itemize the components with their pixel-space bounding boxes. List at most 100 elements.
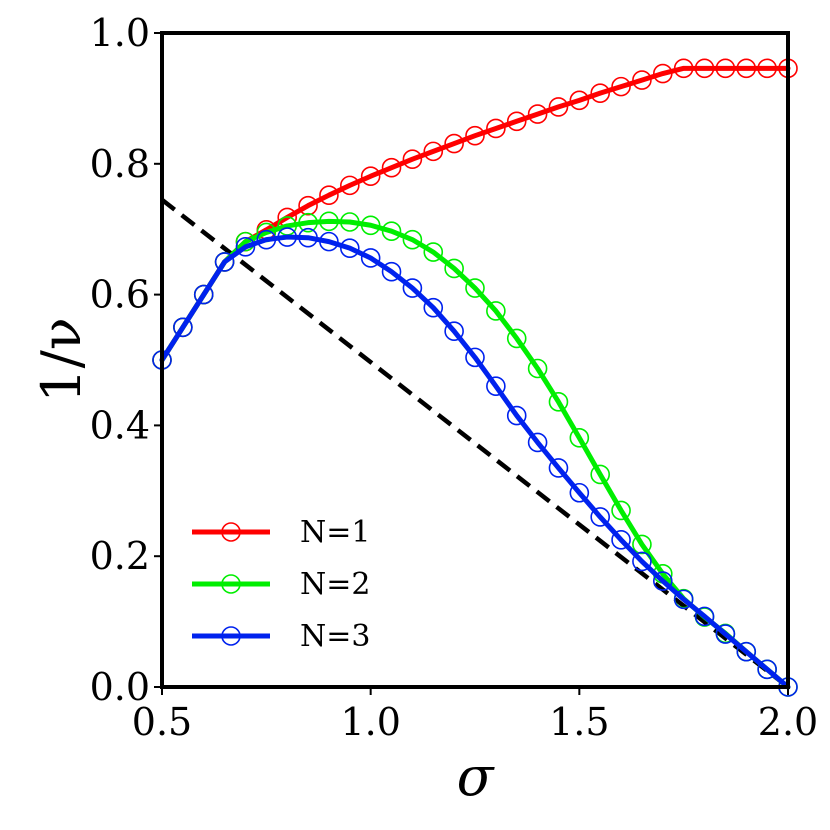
data-point: [360, 166, 381, 187]
x-tick-label: 1.5: [549, 700, 609, 744]
data-point: [402, 278, 423, 298]
legend-item: N=2: [192, 567, 370, 602]
y-tick-label: 0.8: [90, 142, 150, 186]
series-n1: [152, 58, 798, 370]
data-point: [569, 428, 590, 448]
data-point: [715, 58, 736, 79]
x-tick-label: 1.0: [340, 700, 400, 744]
legend-label: N=1: [300, 515, 370, 550]
data-point: [652, 571, 673, 591]
data-point: [381, 221, 402, 241]
x-tick-label: 2.0: [758, 700, 818, 744]
data-point: [548, 458, 569, 478]
data-point: [402, 149, 423, 170]
series-n3: [152, 227, 798, 697]
legend-marker: [221, 574, 241, 594]
data-point: [444, 321, 464, 342]
data-point: [423, 242, 444, 262]
data-point: [298, 212, 318, 233]
legend: N=1 N=2 N=3: [192, 515, 370, 654]
legend-marker: [221, 626, 241, 646]
y-tick-label: 0.0: [90, 665, 150, 709]
data-point: [652, 63, 673, 84]
series-line: [159, 218, 791, 690]
data-point: [298, 227, 318, 248]
data-point: [402, 229, 423, 250]
data-point: [736, 58, 757, 79]
data-point: [381, 157, 402, 178]
data-point: [193, 284, 214, 305]
legend-label: N=3: [300, 619, 370, 654]
data-point: [173, 317, 193, 338]
data-point: [319, 231, 339, 252]
data-point: [590, 83, 611, 103]
data-point: [673, 589, 694, 610]
data-point: [298, 195, 318, 216]
series-line: [159, 234, 791, 690]
data-point: [277, 227, 298, 247]
data-point: [632, 534, 652, 555]
series-line: [160, 197, 790, 689]
legend-item: N=3: [192, 619, 370, 654]
data-point: [757, 659, 777, 680]
data-point: [465, 347, 485, 368]
data-point: [632, 551, 652, 572]
x-tick-label: 0.5: [132, 700, 192, 744]
data-point: [506, 405, 527, 426]
y-tick-label: 0.4: [90, 403, 150, 447]
series-line: [159, 65, 791, 363]
x-axis-label: σ: [457, 745, 496, 808]
data-point: [339, 212, 360, 232]
data-point: [423, 141, 444, 162]
data-point: [548, 392, 569, 412]
y-tick-label: 1.0: [90, 11, 150, 55]
data-point: [611, 530, 631, 550]
data-point: [569, 482, 590, 503]
data-point: [339, 175, 360, 196]
data-point: [486, 301, 506, 321]
legend-marker: [221, 522, 241, 542]
legend-item: N=1: [192, 515, 370, 550]
data-point: [465, 125, 485, 146]
data-point: [569, 90, 590, 111]
data-point: [548, 97, 569, 117]
data-point: [486, 376, 506, 396]
data-point: [527, 104, 548, 124]
data-point: [673, 58, 694, 79]
data-point: [611, 76, 631, 97]
data-point: [444, 133, 464, 154]
data-point: [486, 118, 506, 139]
data-point: [715, 624, 736, 644]
data-point: [694, 606, 715, 627]
data-point: [611, 500, 631, 521]
data-point: [527, 432, 548, 453]
legend-label: N=2: [300, 567, 370, 602]
data-point: [590, 507, 611, 527]
data-point: [694, 58, 715, 79]
series-layer: [152, 58, 798, 697]
data-point: [506, 111, 527, 132]
data-point: [590, 464, 611, 485]
data-point: [214, 252, 235, 272]
y-axis-label: 1/ν: [30, 317, 93, 402]
series-reference-line: [160, 197, 790, 689]
data-point: [444, 258, 464, 279]
data-point: [256, 229, 277, 250]
data-point: [360, 215, 381, 236]
y-tick-label: 0.2: [90, 534, 150, 578]
data-point: [360, 248, 381, 268]
data-point: [381, 261, 402, 282]
data-point: [319, 211, 339, 232]
data-point: [736, 641, 757, 662]
axes-frame: [160, 31, 790, 689]
ticks-layer: 0.5 1.0 1.5 2.0 0.0 0.2 0.4 0.6 0.8 1.0: [90, 11, 819, 744]
data-point: [319, 185, 339, 205]
data-point: [506, 328, 527, 349]
y-tick-label: 0.6: [90, 273, 150, 317]
data-point: [632, 70, 652, 90]
data-point: [235, 237, 256, 257]
data-point: [465, 278, 485, 298]
data-point: [757, 58, 777, 79]
data-point: [423, 297, 444, 318]
